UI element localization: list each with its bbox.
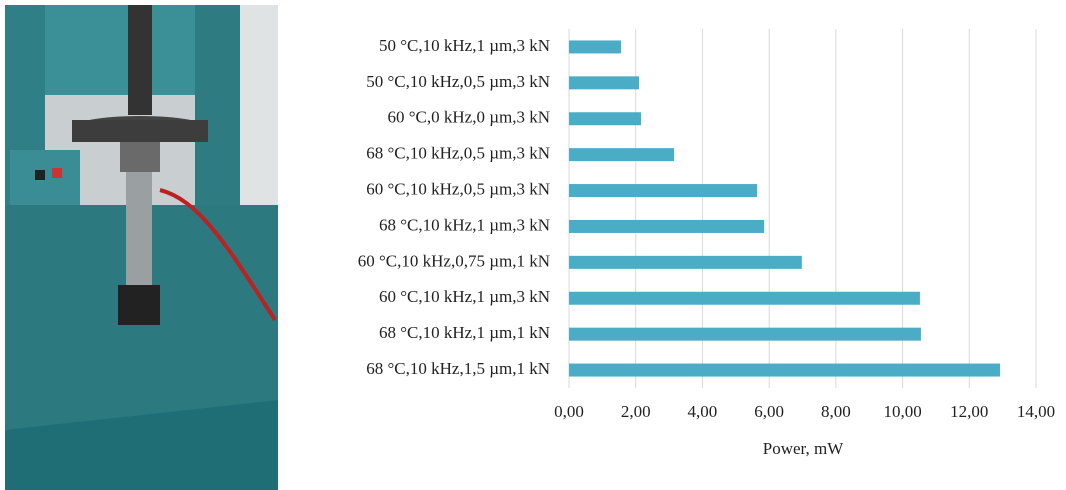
bar	[569, 363, 1000, 377]
x-tick-label: 8,00	[821, 402, 851, 421]
x-tick-label: 12,00	[950, 402, 988, 421]
y-tick-label: 68 °C,10 kHz,1,5 µm,1 kN	[366, 359, 550, 378]
bar	[569, 112, 642, 126]
y-tick-label: 50 °C,10 kHz,1 µm,3 kN	[379, 36, 550, 55]
x-tick-label: 10,00	[883, 402, 921, 421]
bar	[569, 291, 920, 305]
bar	[569, 327, 921, 341]
y-tick-label: 60 °C,0 kHz,0 µm,3 kN	[387, 108, 550, 127]
bar	[569, 219, 765, 233]
y-tick-label: 60 °C,10 kHz,0,5 µm,3 kN	[366, 179, 550, 198]
y-tick-label: 68 °C,10 kHz,1 µm,1 kN	[379, 323, 550, 342]
bar	[569, 40, 622, 54]
bar	[569, 255, 802, 269]
x-tick-label: 2,00	[621, 402, 651, 421]
y-tick-label: 60 °C,10 kHz,0,75 µm,1 kN	[358, 251, 550, 270]
y-tick-label: 50 °C,10 kHz,0,5 µm,3 kN	[366, 72, 550, 91]
y-tick-label: 68 °C,10 kHz,0,5 µm,3 kN	[366, 144, 550, 163]
photo	[5, 5, 278, 490]
x-tick-label: 0,00	[554, 402, 584, 421]
y-tick-label: 60 °C,10 kHz,1 µm,3 kN	[379, 287, 550, 306]
axis-title: Power, mW	[763, 439, 844, 458]
bar	[569, 76, 640, 90]
x-tick-label: 6,00	[754, 402, 784, 421]
x-tick-label: 4,00	[688, 402, 718, 421]
y-tick-label: 68 °C,10 kHz,1 µm,3 kN	[379, 215, 550, 234]
bar	[569, 184, 758, 198]
x-tick-label: 14,00	[1017, 402, 1055, 421]
bar	[569, 148, 675, 162]
